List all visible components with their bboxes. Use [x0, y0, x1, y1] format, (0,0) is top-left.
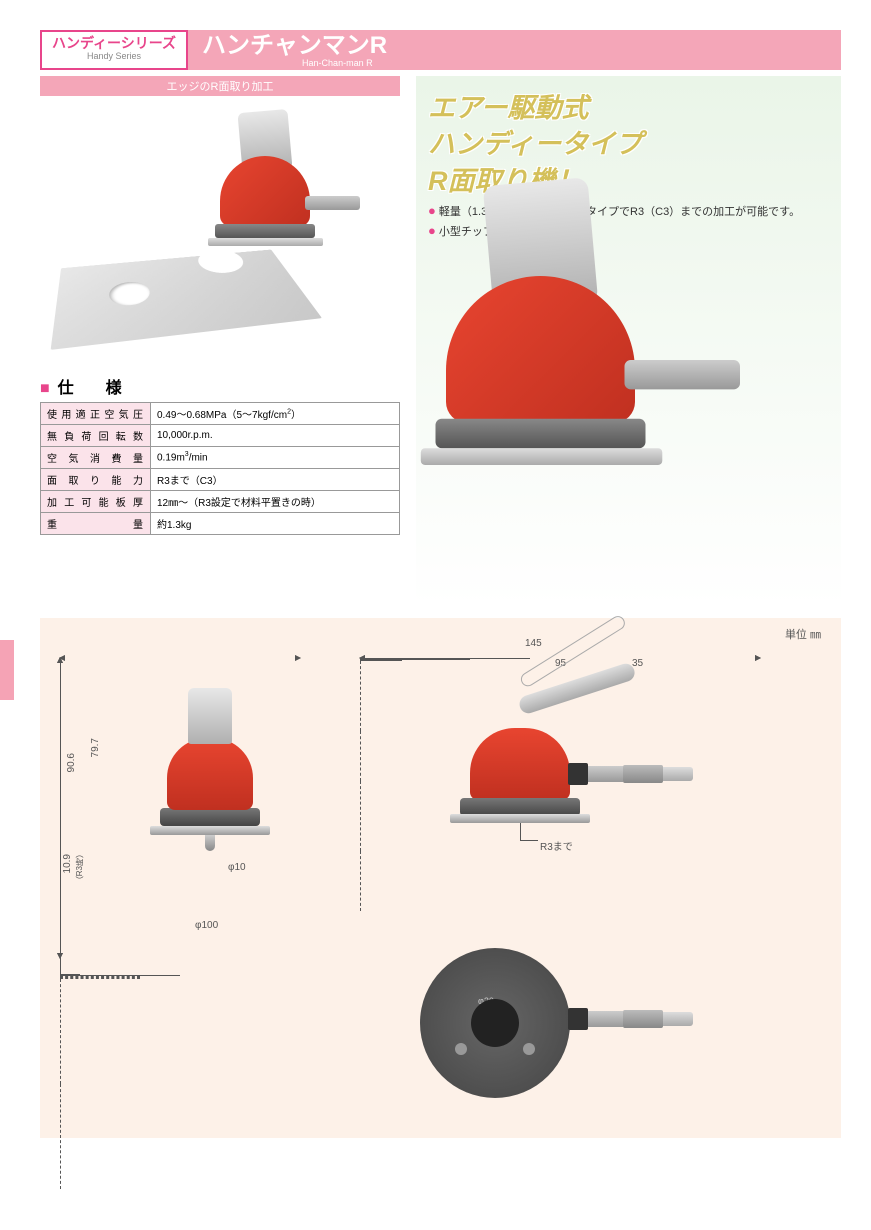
dim-line — [60, 820, 61, 950]
unit-label: 単位 ㎜ — [785, 626, 821, 642]
side-view: 145 95 35 R3まで — [360, 658, 760, 918]
title-bar: ハンチャンマンR Han-Chan-man R — [188, 30, 841, 70]
spec-table: 使用適正空気圧0.49～0.68MPa（5～7kgf/cm2） 無負荷回転数10… — [40, 402, 400, 535]
dim-line — [360, 660, 402, 661]
header: ハンディーシリーズ Handy Series ハンチャンマンR Han-Chan… — [40, 30, 841, 70]
dim-value: φ100 — [195, 920, 218, 931]
dim-value: φ10 — [228, 862, 246, 873]
dim-line — [60, 950, 61, 974]
side-tab — [0, 640, 14, 700]
spec-row: 重 量約1.3kg — [41, 513, 400, 535]
dim-value: 145 — [525, 638, 542, 649]
dim-value: 79.7 — [90, 738, 101, 757]
spec-row: 空気消費量0.19m3/min — [41, 447, 400, 469]
dim-note: R3まで — [540, 838, 573, 853]
dim-value: 90.6 — [66, 753, 77, 772]
photo-caption: エッジのR面取り加工 — [40, 76, 400, 96]
hero-headline: エアー駆動式 ハンディータイプ R面取り機！ — [428, 90, 829, 199]
series-badge: ハンディーシリーズ Handy Series — [40, 30, 188, 70]
product-title-en: Han-Chan-man R — [302, 58, 827, 68]
dim-line — [60, 658, 61, 820]
hero-panel: エアー駆動式 ハンディータイプ R面取り機！ ● 軽量（1.3kg程度）ハンディ… — [416, 76, 841, 606]
spec-row: 使用適正空気圧0.49～0.68MPa（5～7kgf/cm2） — [41, 403, 400, 425]
series-label-jp: ハンディーシリーズ — [52, 36, 176, 51]
dim-note: （R3時） — [74, 850, 85, 884]
dimension-diagram: 単位 ㎜ 90.6 79.7 10.9 （R3時） φ10 φ100 — [40, 618, 841, 1138]
dim-value: 10.9 — [62, 854, 73, 873]
spec-section: ■仕 様 使用適正空気圧0.49～0.68MPa（5～7kgf/cm2） 無負荷… — [40, 374, 400, 535]
spec-row: 無負荷回転数10,000r.p.m. — [41, 425, 400, 447]
series-label-en: Handy Series — [52, 51, 176, 61]
front-view: 90.6 79.7 10.9 （R3時） φ10 φ100 — [60, 658, 300, 958]
product-title-jp: ハンチャンマンR — [202, 34, 827, 58]
spec-heading: ■仕 様 — [40, 374, 400, 398]
spec-row: 加工可能板厚12㎜～（R3設定で材料平置きの時） — [41, 491, 400, 513]
hero-product-render — [446, 276, 635, 423]
bottom-view: φ20 — [420, 948, 570, 1098]
dim-value: 35 — [632, 658, 643, 669]
spec-row: 面取り能力R3まで（C3） — [41, 469, 400, 491]
application-photo — [40, 96, 400, 366]
